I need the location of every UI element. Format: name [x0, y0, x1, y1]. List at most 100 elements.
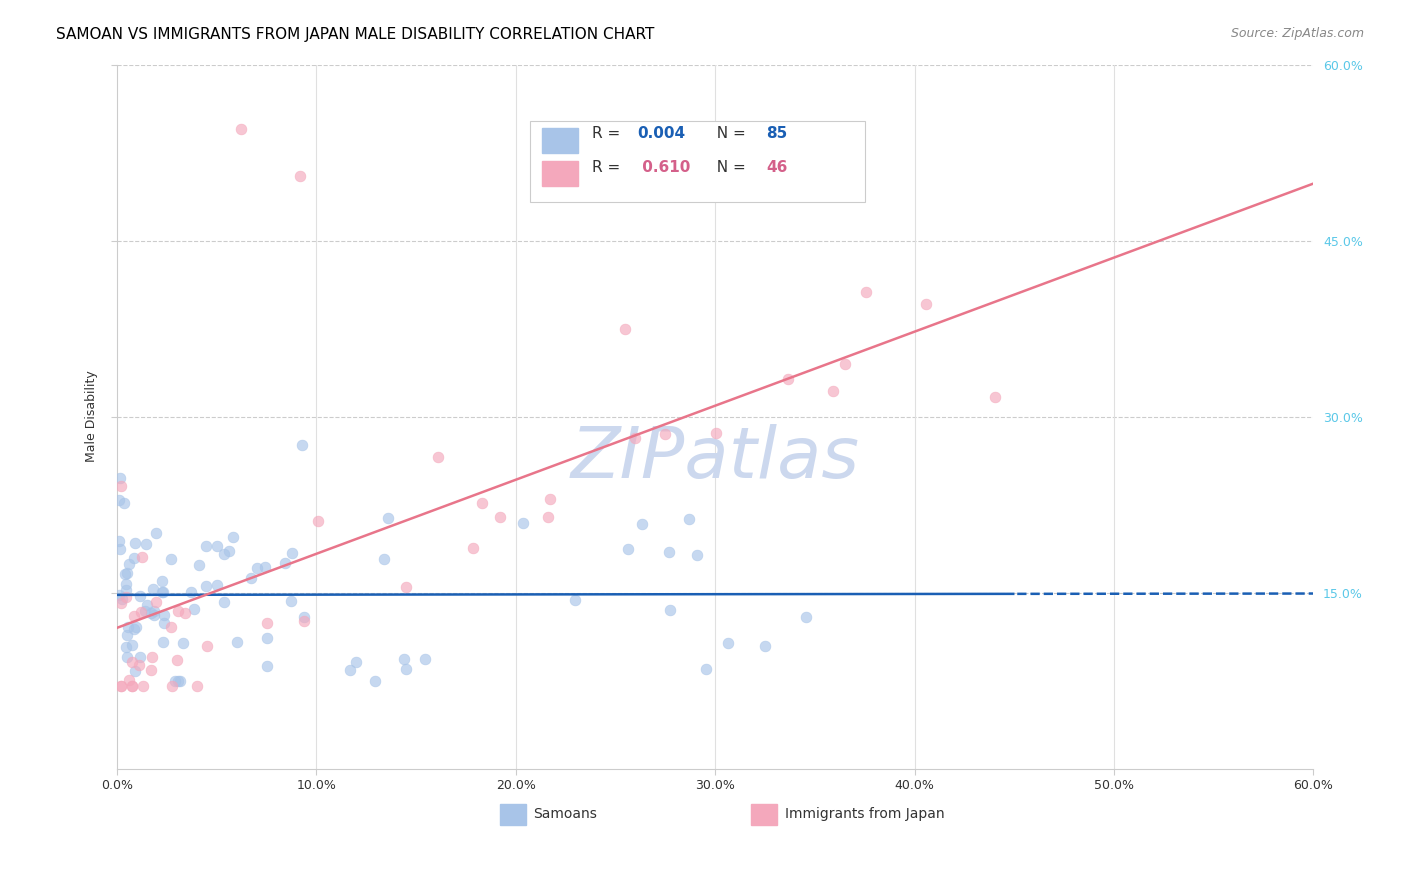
Point [110, 478, 132, 492]
Point [108, 542, 131, 557]
Point [169, 673, 191, 688]
Point [180, 585, 202, 599]
Point [207, 578, 229, 592]
Text: SAMOAN VS IMMIGRANTS FROM JAPAN MALE DISABILITY CORRELATION CHART: SAMOAN VS IMMIGRANTS FROM JAPAN MALE DIS… [56, 27, 655, 42]
Point [214, 595, 236, 609]
Point [834, 357, 856, 371]
Point [115, 628, 138, 642]
Point [256, 659, 278, 673]
Point [855, 285, 877, 300]
Point [188, 558, 211, 573]
Point [212, 547, 235, 561]
Point [344, 655, 367, 669]
Point [538, 491, 561, 506]
Point [706, 426, 728, 441]
Point [160, 680, 183, 694]
Point [118, 673, 141, 687]
Point [143, 608, 166, 623]
Point [128, 657, 150, 672]
Point [658, 545, 681, 559]
FancyBboxPatch shape [751, 804, 778, 825]
Point [194, 539, 217, 553]
Point [291, 438, 314, 452]
Point [111, 591, 134, 606]
Point [292, 614, 315, 628]
Point [115, 566, 138, 581]
Point [129, 650, 152, 665]
Point [142, 582, 165, 596]
Point [121, 655, 143, 669]
Point [152, 584, 174, 599]
Point [754, 639, 776, 653]
Point [128, 589, 150, 603]
Text: R =: R = [592, 126, 626, 141]
Point [183, 602, 205, 616]
Point [124, 536, 146, 550]
Text: Source: ZipAtlas.com: Source: ZipAtlas.com [1230, 27, 1364, 40]
Text: 85: 85 [766, 126, 787, 141]
Point [134, 604, 156, 618]
Point [292, 609, 315, 624]
Point [195, 578, 218, 592]
Point [617, 541, 640, 556]
Point [132, 680, 155, 694]
Point [122, 622, 145, 636]
Point [254, 560, 277, 574]
Y-axis label: Male Disability: Male Disability [86, 371, 98, 462]
Point [160, 552, 183, 566]
Text: R =: R = [592, 160, 626, 175]
Point [159, 619, 181, 633]
Point [114, 640, 136, 655]
FancyBboxPatch shape [541, 128, 578, 153]
Point [984, 390, 1007, 404]
Text: Immigrants from Japan: Immigrants from Japan [785, 807, 945, 822]
Point [115, 650, 138, 665]
Point [115, 577, 138, 591]
Point [686, 548, 709, 562]
Point [280, 593, 302, 607]
Point [167, 605, 190, 619]
Point [114, 566, 136, 581]
Point [395, 580, 418, 594]
Point [218, 543, 240, 558]
Point [163, 673, 186, 688]
Point [121, 680, 143, 694]
Point [614, 321, 637, 335]
FancyBboxPatch shape [501, 804, 526, 825]
Point [131, 550, 153, 565]
Point [110, 680, 132, 694]
Point [307, 514, 329, 528]
Point [256, 631, 278, 645]
Text: Samoans: Samoans [533, 807, 598, 822]
Point [124, 620, 146, 634]
Point [796, 609, 818, 624]
Point [915, 296, 938, 310]
FancyBboxPatch shape [541, 161, 578, 186]
Point [108, 588, 131, 602]
Point [110, 680, 132, 694]
Point [623, 431, 645, 445]
Point [141, 663, 163, 677]
Point [135, 537, 157, 551]
Point [537, 509, 560, 524]
Point [222, 530, 245, 544]
Point [471, 496, 494, 510]
Point [654, 427, 676, 442]
Point [124, 608, 146, 623]
Point [145, 526, 167, 541]
Point [256, 616, 278, 631]
Point [377, 511, 399, 525]
Point [274, 556, 297, 570]
FancyBboxPatch shape [530, 121, 865, 202]
Point [122, 550, 145, 565]
Point [564, 593, 586, 607]
Point [172, 636, 194, 650]
Point [195, 640, 218, 654]
Text: N =: N = [707, 126, 751, 141]
Point [695, 662, 717, 676]
Point [427, 450, 450, 464]
Point [121, 639, 143, 653]
Point [136, 598, 159, 612]
Point [142, 604, 165, 618]
Point [207, 539, 229, 553]
